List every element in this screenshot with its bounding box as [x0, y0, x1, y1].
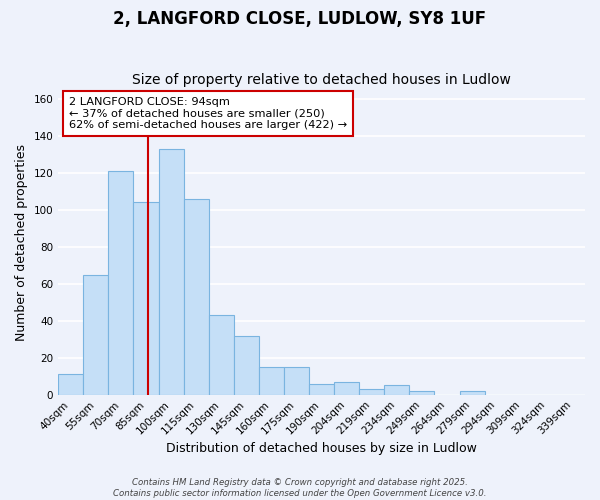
Bar: [158, 148, 184, 394]
Text: Contains HM Land Registry data © Crown copyright and database right 2025.
Contai: Contains HM Land Registry data © Crown c…: [113, 478, 487, 498]
X-axis label: Distribution of detached houses by size in Ludlow: Distribution of detached houses by size …: [166, 442, 477, 455]
Bar: [109, 171, 133, 394]
Bar: [385, 386, 409, 394]
Bar: [234, 336, 259, 394]
Title: Size of property relative to detached houses in Ludlow: Size of property relative to detached ho…: [132, 73, 511, 87]
Bar: [460, 391, 485, 394]
Bar: [284, 367, 309, 394]
Bar: [259, 367, 284, 394]
Bar: [359, 389, 385, 394]
Text: 2 LANGFORD CLOSE: 94sqm
← 37% of detached houses are smaller (250)
62% of semi-d: 2 LANGFORD CLOSE: 94sqm ← 37% of detache…: [69, 97, 347, 130]
Text: 2, LANGFORD CLOSE, LUDLOW, SY8 1UF: 2, LANGFORD CLOSE, LUDLOW, SY8 1UF: [113, 10, 487, 28]
Bar: [334, 382, 359, 394]
Bar: [58, 374, 83, 394]
Bar: [309, 384, 334, 394]
Bar: [133, 202, 158, 394]
Bar: [83, 274, 109, 394]
Bar: [409, 391, 434, 394]
Bar: [184, 198, 209, 394]
Bar: [209, 315, 234, 394]
Y-axis label: Number of detached properties: Number of detached properties: [15, 144, 28, 340]
